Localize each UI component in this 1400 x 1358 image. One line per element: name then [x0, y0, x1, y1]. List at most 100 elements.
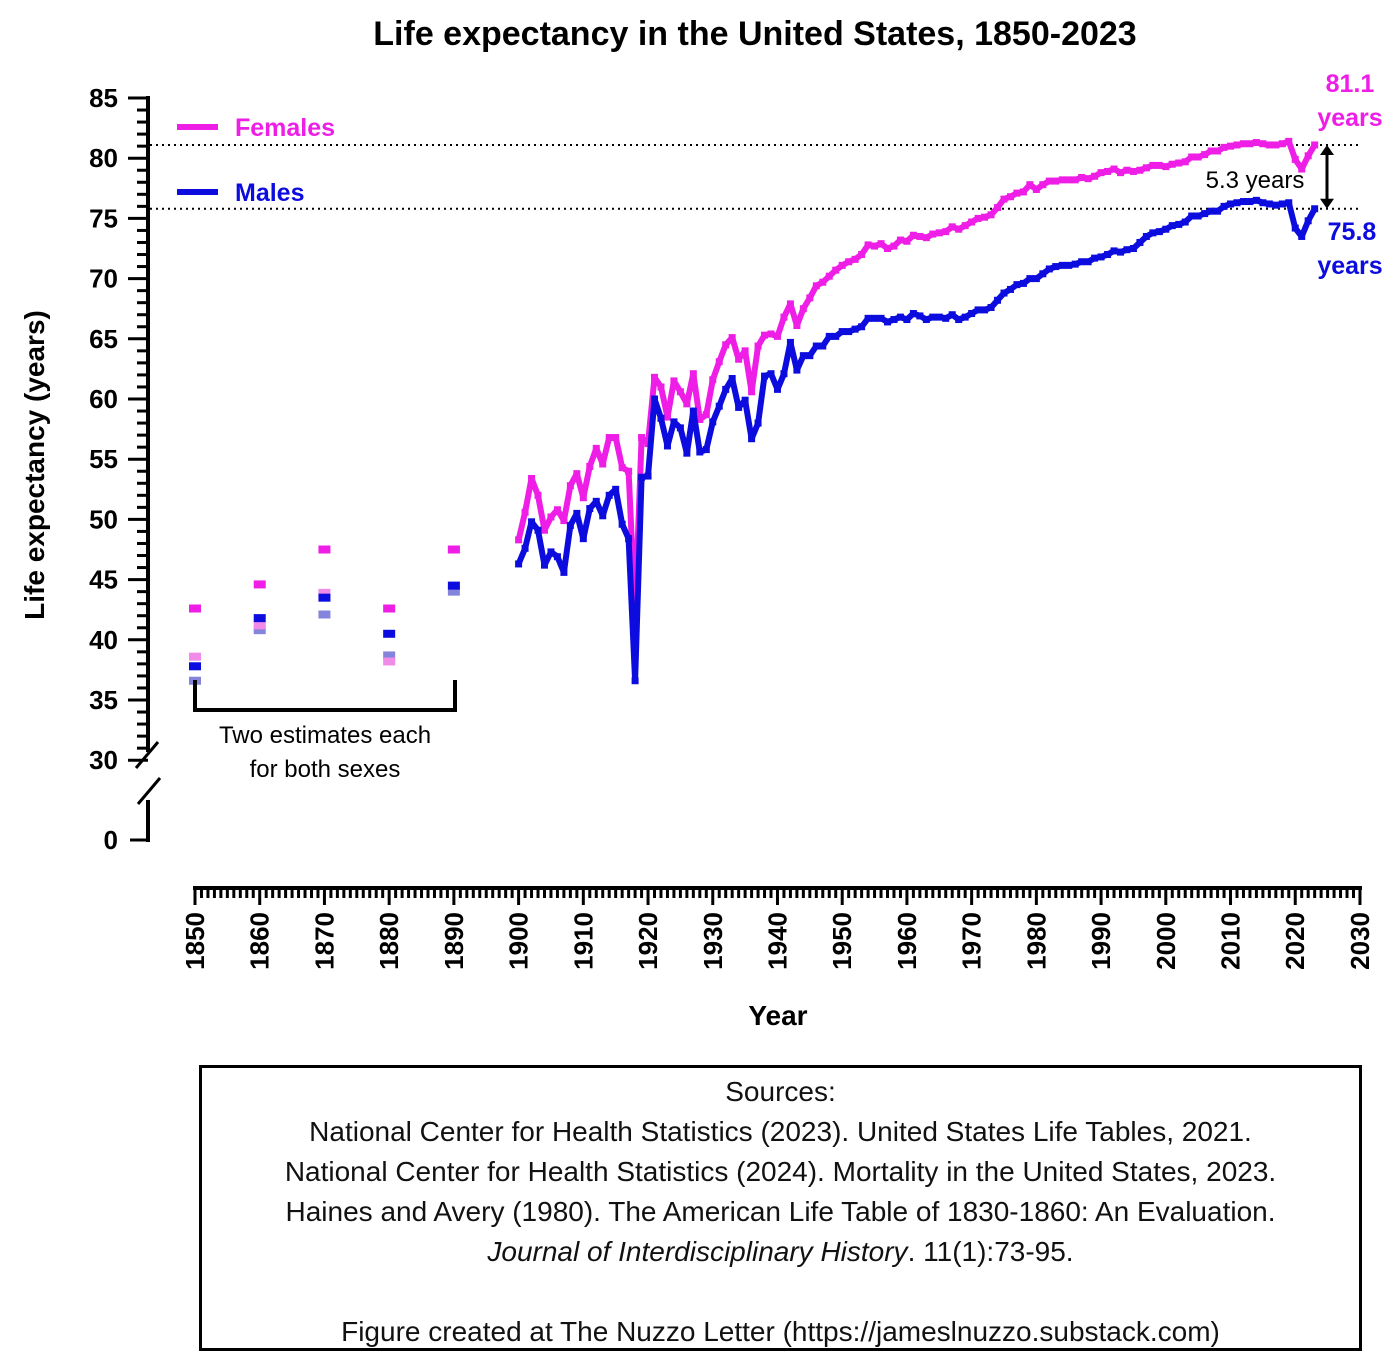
females-data-point [534, 491, 542, 499]
females-data-point [1097, 169, 1105, 177]
males-data-point [638, 473, 646, 481]
males-data-point [961, 313, 969, 321]
females-data-point [884, 245, 892, 252]
females-data-point [981, 213, 989, 221]
females-data-point [1065, 176, 1073, 184]
females-data-point [1104, 167, 1112, 175]
historic-female-estimate-b [253, 621, 266, 630]
females-data-point [987, 211, 995, 219]
bracket-label-line1: Two estimates each [219, 722, 431, 749]
females-data-point [1220, 143, 1228, 151]
historic-female-estimate-a [253, 580, 266, 589]
females-data-point [1201, 151, 1209, 159]
females-data-point [994, 204, 1002, 212]
males-data-point [1084, 258, 1092, 266]
females-data-point [547, 513, 555, 521]
females-data-point [696, 415, 704, 423]
males-data-point [799, 352, 807, 360]
females-data-point [812, 282, 820, 290]
females-data-point [773, 332, 781, 340]
males-data-point [1000, 289, 1008, 297]
females-data-point [955, 225, 963, 233]
historic-bracket [193, 680, 457, 712]
males-data-point [612, 485, 620, 493]
males-data-point [1181, 218, 1189, 226]
males-data-point [793, 366, 801, 374]
males-data-point [515, 560, 523, 568]
y-tick-label: 60 [89, 384, 118, 414]
historic-female-estimate-a [318, 545, 331, 554]
females-data-point [780, 313, 788, 321]
females-data-point [1311, 141, 1319, 149]
females-data-point [968, 218, 976, 226]
females-data-point [851, 255, 859, 263]
journal-name: Journal of Interdisciplinary History [487, 1236, 908, 1267]
historic-female-estimate-a [383, 604, 396, 613]
historic-male-estimate-b [318, 610, 331, 619]
males-data-point [864, 314, 872, 322]
females-data-point [1006, 193, 1014, 201]
x-tick-label: 1870 [309, 912, 339, 970]
historic-male-estimate-b [447, 587, 460, 596]
females-data-point [942, 228, 950, 236]
female-latest-label-1: 81.1 [1326, 70, 1375, 98]
females-data-point [1265, 141, 1273, 149]
males-data-point [625, 535, 633, 543]
males-data-point [916, 312, 924, 320]
males-data-point [780, 370, 788, 378]
males-data-point [1104, 251, 1112, 259]
males-data-point [832, 332, 840, 340]
females-data-point [553, 506, 561, 514]
females-data-point [929, 230, 937, 238]
males-data-point [1220, 202, 1228, 210]
females-data-point [1194, 153, 1202, 161]
females-data-point [592, 444, 600, 452]
males-data-point [1155, 228, 1163, 236]
legend-males-label: Males [235, 179, 304, 207]
females-data-point [715, 358, 723, 366]
females-data-point [754, 342, 762, 350]
females-data-point [1285, 137, 1293, 145]
x-tick-label: 2010 [1216, 912, 1246, 970]
y-axis-break-mark [136, 777, 162, 805]
female-latest-label-2: years [1317, 104, 1382, 132]
females-data-point [1142, 164, 1150, 172]
males-data-point [1136, 238, 1144, 246]
males-data-point [1227, 200, 1235, 208]
females-data-point [625, 467, 633, 475]
females-data-point [702, 411, 710, 419]
males-data-point [773, 385, 781, 393]
historic-female-estimate-b [189, 652, 201, 661]
females-data-point [1013, 189, 1021, 197]
source-line-1: National Center for Health Statistics (2… [309, 1116, 1252, 1147]
gap-arrowhead-down [1320, 198, 1334, 209]
males-data-point [974, 306, 982, 314]
females-data-point [1181, 158, 1189, 166]
x-tick-label: 1940 [762, 912, 792, 970]
females-data-point [599, 460, 607, 468]
males-data-point [896, 313, 904, 321]
males-data-point [1298, 232, 1306, 240]
females-data-point [1032, 186, 1040, 194]
gap-arrowhead-up [1320, 144, 1334, 155]
historic-male-estimate-a [383, 629, 396, 638]
source-line-3: Haines and Avery (1980). The American Li… [285, 1196, 1276, 1227]
females-data-point [1162, 163, 1170, 171]
males-data-point [1052, 263, 1060, 271]
males-data-point [994, 296, 1002, 304]
males-data-point [1259, 199, 1267, 207]
females-data-point [741, 347, 749, 355]
males-data-point [935, 313, 943, 321]
x-tick-label: 2000 [1151, 912, 1181, 970]
males-data-point [903, 316, 911, 324]
females-data-point [579, 494, 587, 502]
males-data-point [929, 313, 937, 321]
females-data-point [1304, 152, 1312, 160]
females-data-point [612, 434, 620, 442]
males-data-point [605, 491, 613, 499]
males-series-line [515, 197, 1318, 684]
females-data-point [864, 241, 872, 249]
males-data-point [702, 446, 710, 454]
males-data-point [1233, 199, 1241, 207]
females-data-point [1026, 181, 1034, 189]
